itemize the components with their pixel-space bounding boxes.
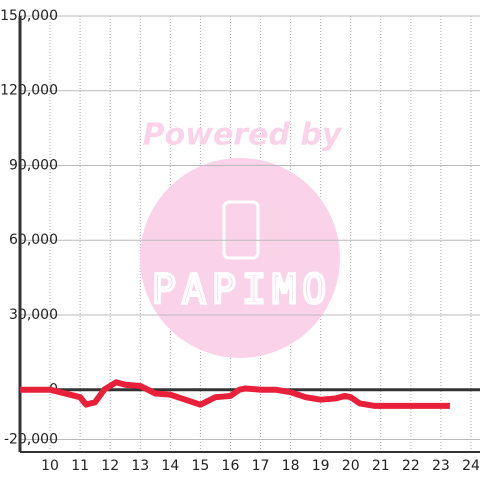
x-tick-label: 24 [462,458,480,474]
watermark-icon [222,200,260,260]
x-tick-label: 16 [222,458,240,474]
x-tick-label: 21 [372,458,390,474]
data-line [20,379,450,409]
y-tick-label: 90,000 [9,157,58,173]
x-tick-label: 15 [191,458,209,474]
x-tick-label: 10 [41,458,59,474]
x-tick-label: 13 [131,458,149,474]
y-tick-label: -20,000 [4,432,58,448]
x-tick-label: 17 [252,458,270,474]
y-tick-label: 120,000 [0,83,58,99]
y-tick-label: 30,000 [9,307,58,323]
y-tick-label: 60,000 [9,232,58,248]
watermark-text: Powered by [143,118,343,153]
x-tick-label: 11 [71,458,89,474]
x-tick-label: 22 [402,458,420,474]
x-tick-label: 19 [312,458,330,474]
x-tick-label: 23 [432,458,450,474]
x-tick-label: 20 [342,458,360,474]
watermark-logo: PAPIMO [152,267,333,313]
y-tick-label: 150,000 [0,8,58,24]
x-tick-label: 18 [282,458,300,474]
x-tick-label: 12 [101,458,119,474]
x-tick-label: 14 [161,458,179,474]
